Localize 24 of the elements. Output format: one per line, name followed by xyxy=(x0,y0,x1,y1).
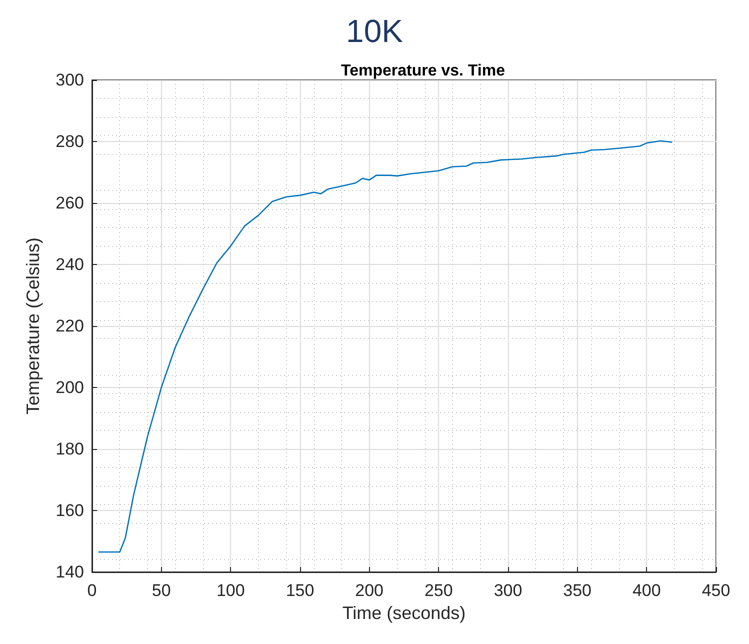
y-tick-label: 280 xyxy=(56,132,84,151)
x-tick-label: 250 xyxy=(424,581,453,600)
chart-subtitle: Temperature vs. Time xyxy=(341,62,506,80)
x-tick-label: 450 xyxy=(702,581,730,600)
y-tick-label: 260 xyxy=(56,194,84,212)
y-tick-label: 220 xyxy=(56,316,84,336)
y-tick-label: 300 xyxy=(56,70,84,90)
x-tick-label: 0 xyxy=(87,581,97,600)
line-series xyxy=(98,140,672,553)
y-tick-label: 200 xyxy=(56,378,84,397)
y-tick-label: 240 xyxy=(56,255,84,274)
x-tick-label: 300 xyxy=(494,581,522,600)
y-tick-label: 180 xyxy=(56,440,84,458)
x-tick-label: 50 xyxy=(152,581,171,600)
y-axis-title: Temperature (Celsius) xyxy=(23,237,43,415)
y-tick-label: 160 xyxy=(56,501,84,520)
x-tick-label: 200 xyxy=(355,581,384,600)
y-tick-label: 140 xyxy=(56,562,84,582)
x-axis-title: Time (seconds) xyxy=(342,603,466,623)
x-tick-label: 400 xyxy=(632,581,661,600)
x-tick-label: 350 xyxy=(563,581,592,600)
x-tick-label: 100 xyxy=(216,581,245,600)
x-tick-label: 150 xyxy=(286,581,314,600)
chart-title: 10K xyxy=(346,13,403,49)
